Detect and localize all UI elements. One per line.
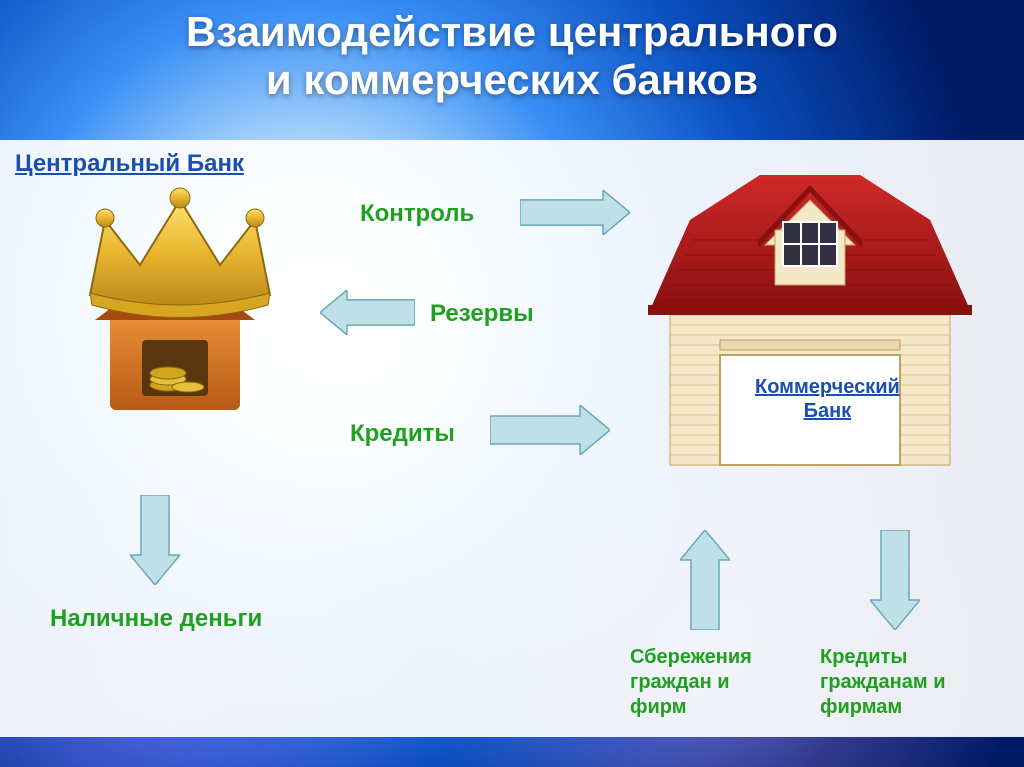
commercial-line2: Банк [755, 399, 900, 423]
commercial-bank-label: Коммерческий Банк [755, 375, 900, 423]
central-bank-label: Центральный Банк [15, 150, 244, 178]
reserves-label: Резервы [430, 300, 534, 328]
loans-l1: Кредиты [820, 645, 946, 670]
central-bank-icon [60, 185, 300, 425]
arrow-loans-icon [870, 530, 920, 630]
arrow-control-icon [520, 190, 630, 235]
commercial-line1: Коммерческий [755, 375, 900, 399]
savings-l3: фирм [630, 695, 752, 720]
savings-l1: Сбережения [630, 645, 752, 670]
control-label: Контроль [360, 200, 474, 228]
slide-title: Взаимодействие центрального и коммерческ… [0, 8, 1024, 104]
savings-label: Сбережения граждан и фирм [630, 645, 752, 720]
commercial-bank-icon [640, 160, 980, 480]
arrow-savings-icon [680, 530, 730, 630]
title-line2: и коммерческих банков [0, 56, 1024, 104]
slide: Взаимодействие центрального и коммерческ… [0, 0, 1024, 767]
arrow-reserves-icon [320, 290, 415, 335]
loans-label: Кредиты гражданам и фирмам [820, 645, 946, 720]
arrow-credits-icon [490, 405, 610, 455]
title-line1: Взаимодействие центрального [0, 8, 1024, 56]
arrow-cash-icon [130, 495, 180, 585]
cash-label: Наличные деньги [50, 605, 262, 633]
credits-label: Кредиты [350, 420, 455, 448]
savings-l2: граждан и [630, 670, 752, 695]
loans-l2: гражданам и [820, 670, 946, 695]
loans-l3: фирмам [820, 695, 946, 720]
